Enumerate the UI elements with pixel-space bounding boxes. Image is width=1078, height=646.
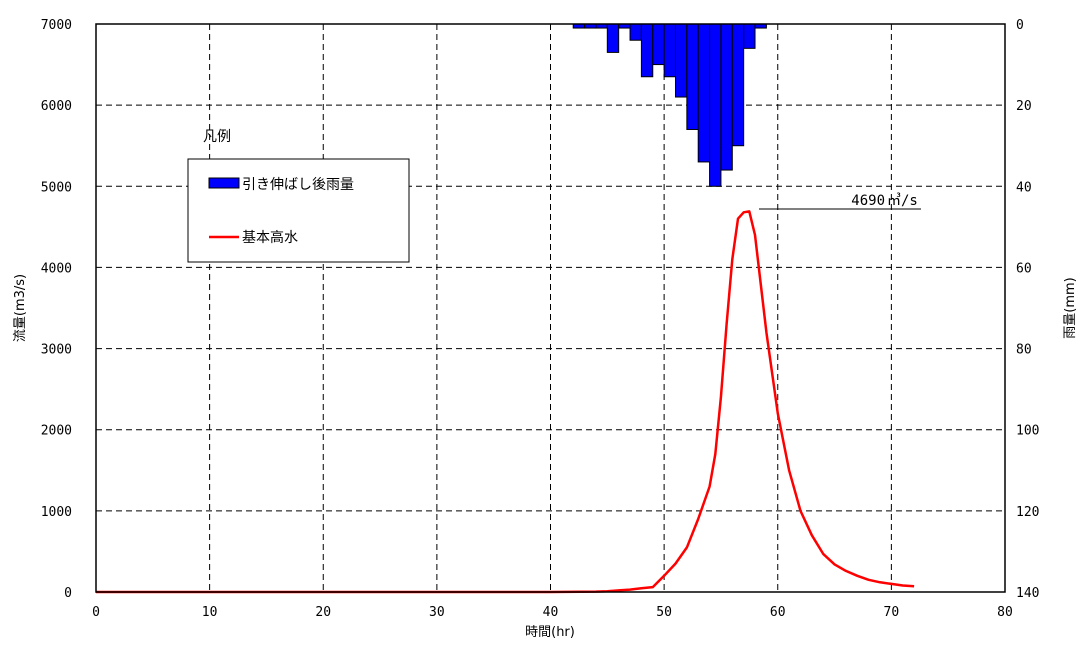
peak-annotation-value: 4690 xyxy=(851,193,885,209)
legend-box xyxy=(187,158,410,263)
y-right-tick-label: 80 xyxy=(1016,343,1032,358)
rain-bar xyxy=(720,23,733,171)
y-left-tick-label: 0 xyxy=(64,586,72,601)
x-tick-label: 60 xyxy=(770,605,786,620)
y-left-tick-label: 6000 xyxy=(41,99,72,114)
y-right-tick-label: 120 xyxy=(1016,505,1039,520)
x-tick-label: 50 xyxy=(656,605,672,620)
y-right-tick-label: 0 xyxy=(1016,18,1024,33)
rain-bar xyxy=(709,23,722,187)
discharge-line xyxy=(96,210,915,594)
y-left-tick-label: 3000 xyxy=(41,343,72,358)
rain-bar xyxy=(629,23,642,41)
y-right-tick-label: 60 xyxy=(1016,261,1032,276)
rain-bar xyxy=(663,23,676,78)
discharge-line-group xyxy=(96,210,915,594)
rain-bar xyxy=(606,23,620,53)
x-tick-label: 10 xyxy=(202,605,218,620)
y-left-ticks: 0 1000 2000 3000 4000 5000 6000 7000 xyxy=(41,18,72,601)
y-right-tick-label: 100 xyxy=(1016,424,1039,439)
x-tick-label: 30 xyxy=(429,605,445,620)
y-right-axis-label: 雨量(mm) xyxy=(1063,277,1078,338)
legend-title: 凡例 xyxy=(203,129,231,145)
x-tick-label: 20 xyxy=(315,605,331,620)
y-right-tick-label: 40 xyxy=(1016,180,1032,195)
legend-label-rain: 引き伸ばし後雨量 xyxy=(242,177,354,193)
peak-annotation: 4690 ㎥/s xyxy=(759,193,921,210)
peak-annotation-unit: ㎥/s xyxy=(887,193,918,209)
x-tick-label: 40 xyxy=(543,605,559,620)
y-left-tick-label: 2000 xyxy=(41,424,72,439)
y-right-tick-label: 140 xyxy=(1016,586,1039,601)
rain-bar xyxy=(640,23,654,78)
x-tick-label: 80 xyxy=(997,605,1013,620)
rain-bar xyxy=(743,23,756,49)
y-right-tick-label: 20 xyxy=(1016,99,1032,114)
rain-bar xyxy=(652,23,665,66)
y-right-ticks: 0 20 40 60 80 100 120 140 xyxy=(1016,18,1039,601)
x-tick-label: 70 xyxy=(884,605,900,620)
legend: 引き伸ばし後雨量 基本高水 xyxy=(187,158,410,263)
y-left-tick-label: 4000 xyxy=(41,261,72,276)
rain-bar xyxy=(674,23,688,98)
y-left-tick-label: 5000 xyxy=(41,180,72,195)
y-left-tick-label: 1000 xyxy=(41,505,72,520)
rain-bar xyxy=(697,23,711,163)
rain-bars xyxy=(572,23,767,187)
rain-bar xyxy=(731,23,745,147)
legend-swatch-rain xyxy=(208,177,240,189)
x-axis-label: 時間(hr) xyxy=(525,625,575,640)
x-tick-label: 0 xyxy=(92,605,100,620)
rain-bar xyxy=(686,23,699,130)
x-ticks: 0 10 20 30 40 50 60 70 80 xyxy=(92,605,1013,620)
y-left-axis-label: 流量(m3/s) xyxy=(13,274,28,342)
legend-label-discharge: 基本高水 xyxy=(242,229,298,246)
plot-area-frame xyxy=(95,23,1006,593)
y-left-tick-label: 7000 xyxy=(41,18,72,33)
